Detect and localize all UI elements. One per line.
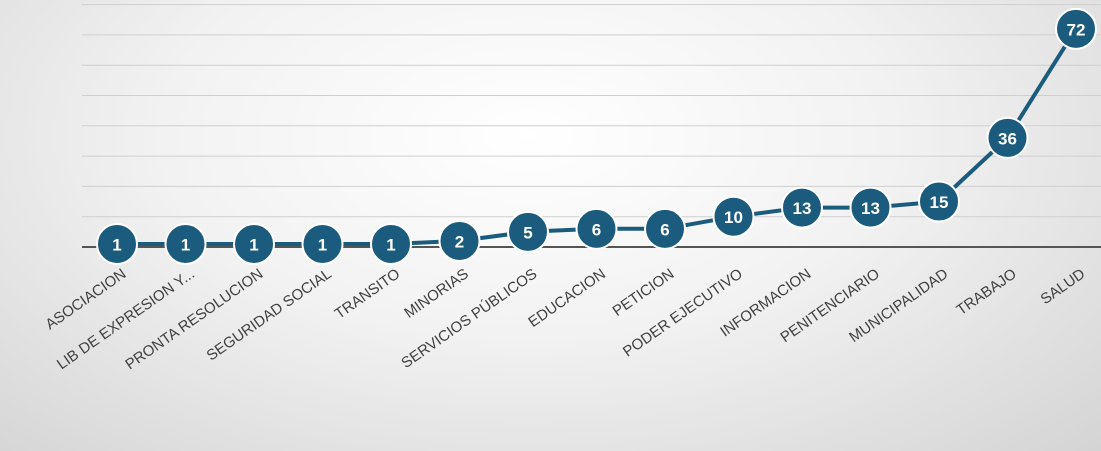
- data-label: 2: [455, 232, 464, 251]
- data-point: [370, 222, 412, 265]
- data-label: 13: [793, 199, 812, 218]
- x-tick-label: PODER EJECUTIVO: [620, 265, 746, 360]
- data-label: 1: [112, 235, 121, 254]
- data-label: 1: [386, 235, 395, 254]
- data-label: 10: [724, 208, 743, 227]
- data-label: 72: [1067, 20, 1086, 39]
- data-label: 6: [592, 220, 601, 239]
- gridlines: [82, 4, 1101, 218]
- x-tick-label: PETICION: [610, 265, 678, 320]
- x-tick-label: TRANSITO: [332, 265, 404, 322]
- data-point: [301, 222, 344, 265]
- data-label: 1: [181, 235, 190, 254]
- data-label: 6: [660, 220, 669, 239]
- data-label: 1: [318, 235, 327, 254]
- data-point: [781, 186, 823, 229]
- data-point: [849, 186, 892, 229]
- x-tick-label: SALUD: [1038, 265, 1089, 308]
- data-point: [712, 195, 755, 238]
- data-label: 5: [523, 223, 532, 242]
- data-point: [918, 180, 960, 223]
- data-label: 1: [249, 235, 258, 254]
- x-tick-label: EDUCACION: [525, 265, 608, 331]
- data-label: 13: [861, 199, 880, 218]
- data-point: [1055, 7, 1097, 50]
- data-point: [438, 219, 481, 262]
- data-label: 15: [930, 193, 949, 212]
- data-points: 1 1 1 1 1 2 5 6 6 10 13 13 15 36 72: [96, 7, 1097, 265]
- data-point: [575, 207, 618, 250]
- data-label: 36: [998, 129, 1017, 148]
- data-point: [507, 210, 549, 253]
- data-point: [96, 222, 138, 265]
- x-tick-label: SERVICIOS PÚBLICOS: [398, 265, 540, 372]
- data-point: [164, 222, 207, 265]
- x-tick-label: SEGURIDAD SOCIAL: [204, 265, 335, 364]
- data-point: [986, 116, 1029, 159]
- data-point: [644, 207, 686, 250]
- x-tick-label: TRABAJO: [953, 265, 1019, 319]
- data-point: [233, 222, 275, 265]
